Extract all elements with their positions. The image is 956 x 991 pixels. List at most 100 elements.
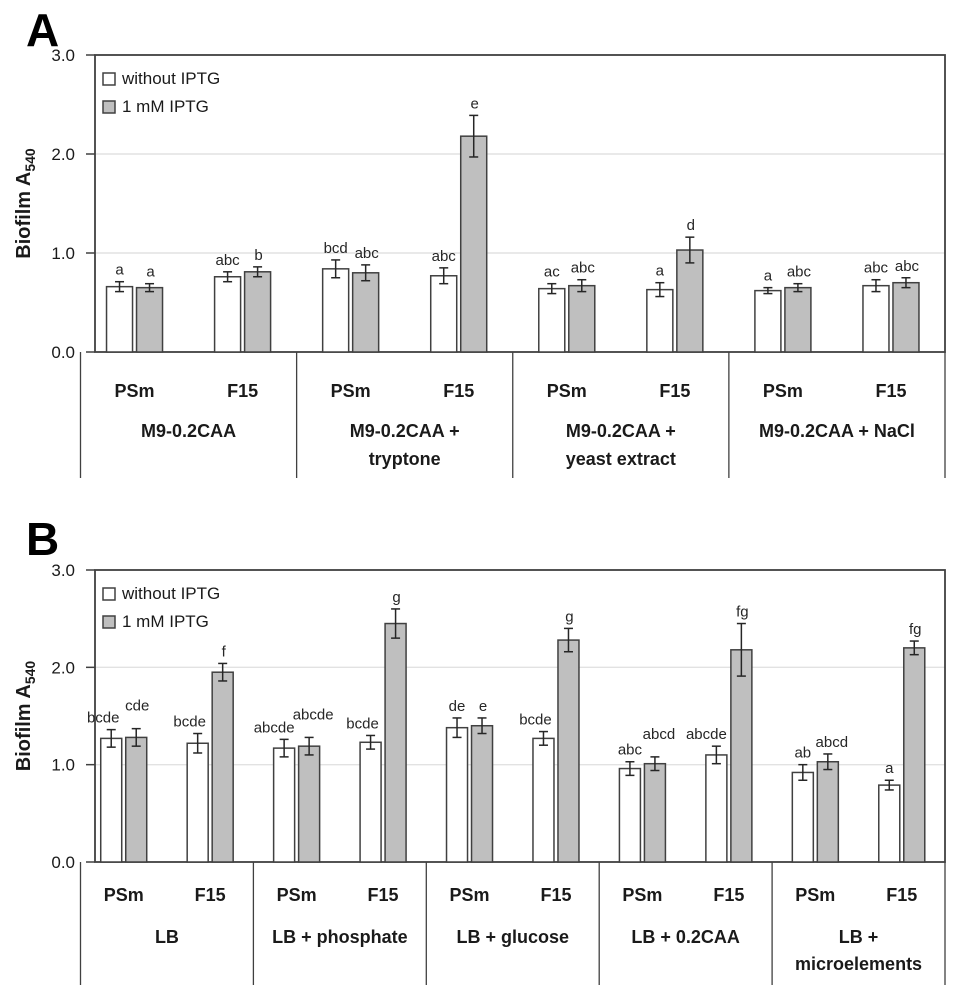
- group-label: microelements: [795, 954, 922, 974]
- sig-letter: abcde: [293, 706, 334, 723]
- plot-frame: [94, 569, 946, 863]
- bar: [186, 742, 209, 863]
- sig-letter: bcd: [324, 240, 348, 257]
- sig-letter: abcd: [643, 726, 676, 743]
- strain-label: F15: [540, 885, 571, 905]
- strain-label: F15: [227, 381, 258, 401]
- group-label: LB + phosphate: [272, 927, 408, 947]
- group-label: M9-0.2CAA: [141, 421, 236, 441]
- bar: [384, 622, 407, 863]
- sig-letter: cde: [125, 698, 149, 715]
- strain-label: F15: [659, 381, 690, 401]
- bar: [532, 737, 555, 863]
- sig-letter: a: [656, 263, 665, 280]
- group-label: LB: [155, 927, 179, 947]
- plot-frame: [94, 54, 946, 353]
- bar: [538, 287, 566, 353]
- panel-letter: B: [26, 513, 59, 565]
- y-tick-label: 1.0: [51, 244, 75, 263]
- y-axis-label: Biofilm A540: [13, 148, 38, 259]
- bar: [862, 284, 890, 353]
- y-axis-label: Biofilm A540: [13, 661, 38, 772]
- y-tick-label: 2.0: [51, 658, 75, 677]
- bar: [105, 285, 134, 353]
- bar: [124, 736, 148, 863]
- sig-letter: abc: [618, 742, 643, 759]
- sig-letter: abc: [895, 258, 920, 275]
- strain-label: PSm: [547, 381, 587, 401]
- bar: [816, 760, 840, 863]
- bar: [643, 762, 667, 863]
- strain-label: F15: [195, 885, 226, 905]
- bar: [754, 289, 782, 353]
- sig-letter: ab: [794, 745, 811, 762]
- bar: [892, 281, 920, 353]
- y-tick-label: 2.0: [51, 145, 75, 164]
- sig-letter: f: [222, 643, 227, 660]
- sig-letter: abc: [787, 264, 812, 281]
- strain-label: PSm: [795, 885, 835, 905]
- group-label: M9-0.2CAA + NaCl: [759, 421, 915, 441]
- bar: [568, 284, 596, 353]
- bar: [903, 647, 926, 863]
- bar: [459, 135, 488, 353]
- bar: [99, 737, 123, 863]
- group-label: tryptone: [369, 449, 441, 469]
- bar: [135, 286, 164, 353]
- sig-letter: bcde: [519, 712, 552, 729]
- strain-label: F15: [443, 381, 474, 401]
- group-label: LB +: [839, 927, 879, 947]
- bar: [878, 784, 901, 863]
- legend-label: 1 mM IPTG: [122, 612, 209, 631]
- sig-letter: ac: [544, 264, 560, 281]
- bar: [646, 288, 674, 353]
- bar: [470, 724, 494, 863]
- y-tick-label: 0.0: [51, 853, 75, 872]
- legend-swatch: [102, 100, 116, 114]
- sig-letter: a: [885, 760, 894, 777]
- sig-letter: abcd: [816, 734, 849, 751]
- group-label: M9-0.2CAA +: [350, 421, 460, 441]
- y-tick-label: 0.0: [51, 343, 75, 362]
- bar: [676, 249, 704, 353]
- bar: [243, 271, 272, 353]
- strain-label: F15: [368, 885, 399, 905]
- sig-letter: abc: [216, 252, 241, 269]
- bar: [784, 286, 812, 353]
- sig-letter: abcde: [254, 719, 295, 736]
- bar: [211, 671, 234, 863]
- sig-letter: bcde: [173, 714, 206, 731]
- legend-swatch: [102, 587, 116, 601]
- sig-letter: e: [471, 95, 479, 112]
- strain-label: PSm: [331, 381, 371, 401]
- bar: [618, 767, 642, 863]
- sig-letter: abc: [355, 245, 380, 262]
- sig-letter: bcde: [346, 715, 379, 732]
- bar: [272, 747, 296, 863]
- strain-label: F15: [886, 885, 917, 905]
- bar: [213, 276, 242, 353]
- bar: [429, 275, 458, 353]
- y-tick-label: 1.0: [51, 756, 75, 775]
- strain-label: PSm: [277, 885, 317, 905]
- group-label: LB + 0.2CAA: [631, 927, 740, 947]
- sig-letter: abc: [432, 248, 457, 265]
- sig-letter: b: [254, 247, 262, 264]
- sig-letter: e: [479, 698, 487, 715]
- strain-label: PSm: [763, 381, 803, 401]
- group-label: LB + glucose: [456, 927, 569, 947]
- y-tick-label: 3.0: [51, 46, 75, 65]
- sig-letter: d: [687, 217, 695, 234]
- strain-label: PSm: [115, 381, 155, 401]
- bar: [705, 754, 728, 863]
- legend-label: without IPTG: [121, 69, 220, 88]
- sig-letter: g: [392, 589, 400, 606]
- sig-letter: a: [115, 262, 124, 279]
- strain-label: PSm: [622, 885, 662, 905]
- panel-letter: A: [26, 4, 59, 56]
- strain-label: F15: [713, 885, 744, 905]
- bar: [445, 726, 469, 863]
- group-label: M9-0.2CAA +: [566, 421, 676, 441]
